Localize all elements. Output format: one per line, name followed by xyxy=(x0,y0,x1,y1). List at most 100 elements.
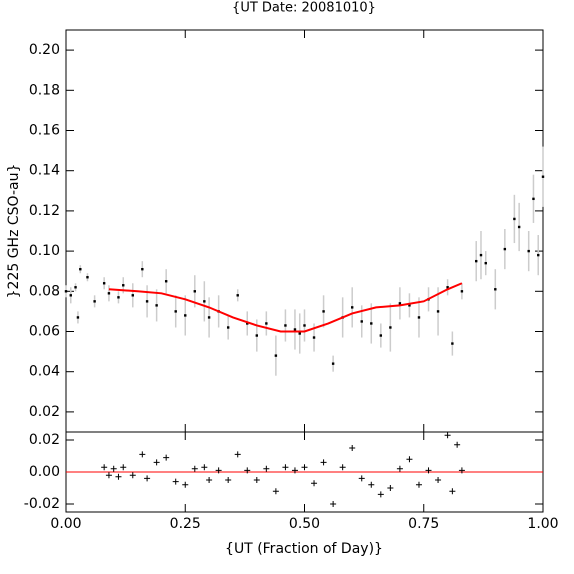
residual-point xyxy=(454,441,461,448)
data-point xyxy=(322,310,325,313)
residual-point xyxy=(144,475,151,482)
y-tick-label: 0.10 xyxy=(29,243,60,259)
residual-point xyxy=(387,485,394,491)
data-point xyxy=(479,253,483,257)
residual-point xyxy=(291,467,298,474)
data-point xyxy=(145,300,149,303)
y-tick-label: 0.20 xyxy=(29,42,60,58)
data-point xyxy=(74,286,77,289)
data-point xyxy=(517,225,521,229)
data-point xyxy=(293,328,297,331)
residual-point xyxy=(172,478,179,485)
y-tick-label: 0.02 xyxy=(29,404,60,420)
data-point xyxy=(503,247,507,251)
x-axis-label: {UT (Fraction of Day)} xyxy=(225,541,383,557)
residual-point xyxy=(263,465,270,472)
data-point xyxy=(107,292,111,295)
fit-line xyxy=(108,282,463,333)
data-point xyxy=(312,336,316,339)
data-point xyxy=(141,267,144,271)
data-point xyxy=(122,284,125,287)
data-point xyxy=(537,253,540,257)
y-tick-label: 0.18 xyxy=(29,82,60,98)
data-point xyxy=(284,324,287,327)
residual-point xyxy=(339,464,346,471)
x-tick-label: 0.75 xyxy=(408,516,439,532)
residual-point xyxy=(191,465,198,472)
residual-point xyxy=(163,454,170,461)
data-point xyxy=(370,322,373,325)
data-point xyxy=(93,300,96,303)
residual-point xyxy=(458,467,465,474)
x-tick-label: 0.25 xyxy=(170,516,201,532)
residual-point xyxy=(358,475,365,482)
data-point xyxy=(513,217,516,221)
residual-point xyxy=(244,467,251,474)
data-point xyxy=(331,362,335,365)
residual-point xyxy=(444,432,451,439)
residual-point xyxy=(234,451,241,458)
data-point xyxy=(207,316,211,319)
y-tick-label: 0.12 xyxy=(29,203,60,219)
plot-frame xyxy=(65,29,544,433)
data-point xyxy=(246,322,249,325)
x-tick-label: 0.00 xyxy=(50,516,81,532)
y-tick-label: 0.08 xyxy=(29,283,60,299)
data-point xyxy=(417,316,421,319)
data-point xyxy=(184,314,187,317)
data-point xyxy=(76,316,80,319)
residual-point xyxy=(139,451,146,458)
data-point xyxy=(360,320,363,323)
y-tick-label: 0.00 xyxy=(29,464,60,480)
residual-point xyxy=(330,501,337,507)
data-point xyxy=(236,294,239,297)
data-point xyxy=(203,300,206,303)
residual-point xyxy=(182,481,189,488)
residual-point xyxy=(201,464,208,471)
residual-point xyxy=(415,481,422,488)
residual-point xyxy=(406,456,413,463)
residual-point xyxy=(320,459,327,466)
residual-point xyxy=(129,472,136,479)
residual-point xyxy=(272,488,279,495)
data-point xyxy=(451,342,454,345)
data-point xyxy=(532,197,535,201)
data-point xyxy=(174,310,177,313)
residual-point xyxy=(101,464,108,471)
data-point xyxy=(131,294,134,297)
data-point xyxy=(193,290,196,293)
residual-point xyxy=(253,477,260,483)
data-point xyxy=(408,304,411,307)
data-point xyxy=(79,267,82,271)
y-axis-label: }225 GHz CSO-au} xyxy=(6,164,22,299)
data-point xyxy=(102,282,106,285)
x-tick-label: 1.00 xyxy=(527,516,558,532)
residual-point xyxy=(396,465,403,472)
y-tick-label: 0.16 xyxy=(29,123,60,139)
residual-point xyxy=(120,464,127,471)
data-point xyxy=(265,322,268,325)
data-point xyxy=(446,286,449,289)
y-tick-label: -0.02 xyxy=(24,496,60,512)
residual-point xyxy=(153,459,160,466)
residual-point xyxy=(449,488,456,495)
residual-point xyxy=(225,477,232,483)
data-point xyxy=(64,290,68,293)
data-point xyxy=(255,334,258,337)
x-tick-label: 0.50 xyxy=(289,516,320,532)
data-point xyxy=(155,304,158,307)
data-point xyxy=(69,294,72,297)
data-point xyxy=(527,249,530,253)
residual-point xyxy=(215,467,222,474)
residual-point xyxy=(301,464,308,471)
residual-point xyxy=(425,467,432,474)
data-point xyxy=(86,276,89,279)
data-point xyxy=(541,175,545,178)
data-point xyxy=(389,326,392,329)
residual-point xyxy=(349,445,356,451)
data-point xyxy=(164,280,168,283)
y-tick-label: 0.14 xyxy=(29,163,60,179)
y-tick-label: 0.06 xyxy=(29,324,60,340)
